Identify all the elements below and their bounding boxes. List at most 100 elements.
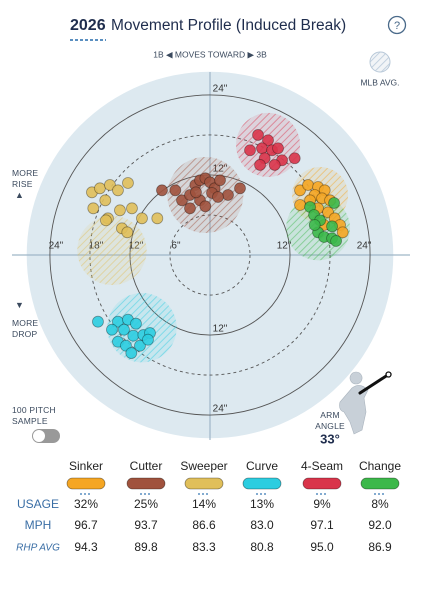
pitch-point: [106, 323, 118, 336]
pitch-point: [112, 184, 124, 197]
mlb-avg-icon: [369, 51, 391, 73]
pitch-point: [126, 202, 138, 215]
pitch-point: [288, 152, 301, 165]
arm-angle-value: 33°: [320, 431, 340, 446]
pitch-point: [99, 194, 112, 207]
table-cell: 93.7: [134, 518, 158, 532]
pitch-name: Sweeper: [180, 459, 227, 473]
pitch-point: [234, 182, 246, 195]
pitch-point: [118, 323, 130, 336]
arm-angle-line: [358, 372, 391, 395]
y-tick-label: 24": [213, 84, 228, 95]
pitch-point: [190, 186, 202, 199]
x-tick-label: 24": [49, 241, 64, 252]
x-tick-label: 12": [277, 241, 292, 252]
title: Movement Profile (Induced Break): [111, 17, 346, 34]
pitch-point: [214, 174, 226, 187]
pitch-point: [256, 142, 268, 155]
table-cell: 13%: [250, 497, 274, 511]
pitch-point: [104, 179, 116, 191]
pitch-point: [254, 159, 266, 171]
pitch-point: [330, 235, 342, 247]
table-cell: 14%: [192, 497, 216, 511]
pitch-point: [199, 200, 212, 213]
table-cell: 8%: [371, 497, 389, 511]
arm-angle-ball: [385, 371, 392, 378]
pitch-point: [326, 220, 338, 233]
pitch-point: [134, 339, 146, 352]
table-cell: 80.8: [250, 540, 274, 554]
pitch-point: [121, 226, 134, 239]
pitch-point: [294, 199, 306, 211]
pitch-point: [151, 212, 164, 225]
drop-label: MORE DROP: [12, 318, 39, 339]
pitch-point: [268, 159, 281, 171]
table-cell: 86.9: [368, 540, 392, 554]
table-cell: 89.8: [134, 540, 158, 554]
table-cell: 92.0: [368, 518, 392, 532]
pitch-point: [122, 177, 134, 189]
pitch-point: [130, 317, 142, 330]
table-cell: 94.3: [74, 540, 98, 554]
pitch-point: [94, 182, 106, 195]
arm-label: ARM ANGLE: [315, 410, 345, 431]
pitch-name: 4-Seam: [301, 459, 343, 473]
pitch-pill: [302, 477, 342, 490]
pitch-point: [100, 214, 112, 227]
pitch-point: [222, 189, 234, 201]
pitch-point: [244, 144, 256, 157]
pitch-point: [328, 197, 340, 209]
direction: 1B ◀ MOVES TOWARD ▶ 3B: [153, 49, 267, 59]
pitch-pill: [184, 477, 224, 490]
table-cell: 86.6: [192, 518, 216, 532]
pitch-point: [294, 184, 306, 197]
year: 2026: [70, 17, 106, 34]
row-label: USAGE: [17, 497, 59, 511]
table-cell: 96.7: [74, 518, 98, 532]
pitch-point: [302, 179, 314, 191]
toggle-knob[interactable]: [33, 430, 45, 442]
pitch-point: [169, 184, 182, 197]
pitcher-figure: [339, 371, 369, 435]
pitch-point: [336, 226, 349, 239]
pitch-point: [308, 219, 321, 231]
pitch-name: Change: [359, 459, 401, 473]
sample-label: 100 PITCH SAMPLE: [12, 405, 56, 426]
table-cell: 32%: [74, 497, 98, 511]
pitch-name: Sinker: [69, 459, 103, 473]
table-cell: 97.1: [310, 518, 334, 532]
pitch-name: Cutter: [130, 459, 163, 473]
row-label: MPH: [25, 518, 52, 532]
mlb-avg-zone: [77, 215, 147, 286]
y-tick-label: 12": [213, 324, 228, 335]
table-cell: 83.0: [250, 518, 274, 532]
mlb-avg-zone: [107, 293, 177, 363]
help-text[interactable]: ?: [394, 20, 400, 32]
drop-arrow: ▼: [15, 300, 25, 310]
help-icon[interactable]: [387, 15, 407, 35]
pitch-point: [87, 202, 100, 215]
pitch-point: [114, 204, 126, 217]
pitch-pill: [242, 477, 282, 490]
rise-label: MORE RISE: [12, 168, 39, 189]
pitch-name: Curve: [246, 459, 278, 473]
rise-arrow: ▲: [15, 190, 25, 200]
pitch-point: [156, 184, 168, 197]
ring: [49, 94, 371, 416]
pitch-point: [125, 347, 138, 359]
pitch-point: [142, 333, 154, 346]
mlb-avg-label: MLB AVG.: [360, 77, 399, 87]
mlb-avg-zone: [167, 156, 244, 233]
table-cell: 83.3: [192, 540, 216, 554]
row-label: RHP AVG: [16, 543, 60, 554]
table-cell: 95.0: [310, 540, 334, 554]
pitch-point: [136, 212, 148, 225]
pitch-point: [127, 329, 140, 342]
pitch-point: [262, 134, 274, 147]
y-tick-label: 24": [213, 404, 228, 415]
pitch-point: [212, 191, 224, 203]
pitch-point: [252, 129, 264, 141]
x-tick-label: 24": [357, 241, 372, 252]
